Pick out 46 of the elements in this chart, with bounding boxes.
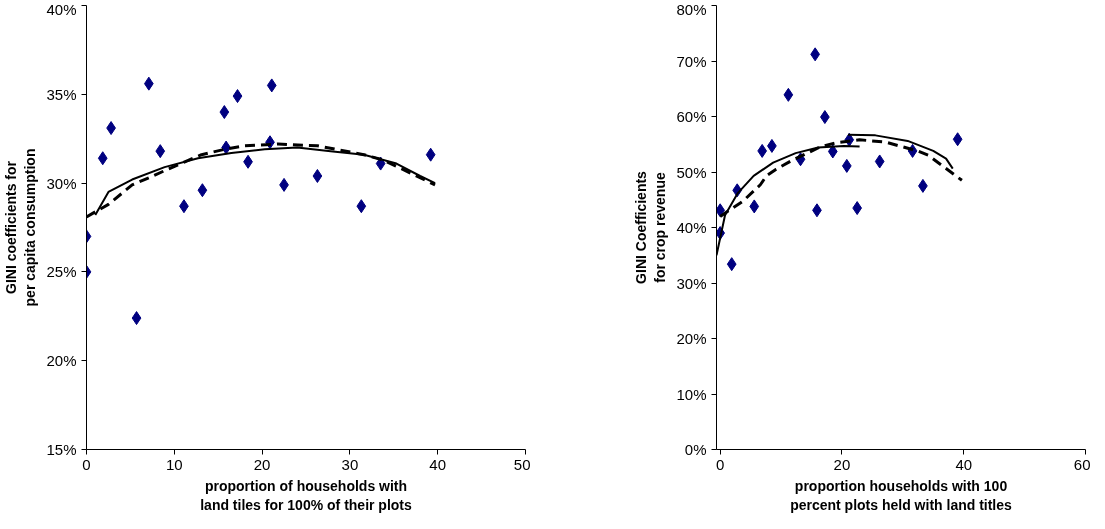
point bbox=[155, 144, 166, 159]
y-tick-label: 30% bbox=[676, 274, 707, 292]
x-tick-label: 0 bbox=[715, 455, 725, 473]
point bbox=[425, 147, 436, 162]
point bbox=[219, 105, 230, 120]
y-tick-label: 60% bbox=[676, 108, 707, 125]
point bbox=[726, 257, 737, 272]
y-tick-label: 40% bbox=[46, 0, 77, 18]
y-tick-label: 80% bbox=[676, 0, 707, 18]
point bbox=[312, 169, 323, 183]
point bbox=[266, 78, 277, 93]
y-tick-label: 40% bbox=[676, 219, 707, 236]
x-tick-label: 30 bbox=[341, 455, 359, 473]
x-tick-label: 50 bbox=[513, 455, 531, 473]
x-tick-label: 20 bbox=[833, 455, 851, 473]
x-tick-label: 0 bbox=[82, 455, 91, 473]
point bbox=[197, 183, 208, 198]
point bbox=[749, 199, 760, 214]
point bbox=[131, 311, 142, 326]
x-tick-label: 60 bbox=[1073, 455, 1091, 473]
y-tick-label: 70% bbox=[676, 52, 707, 70]
point bbox=[841, 158, 852, 173]
point bbox=[97, 151, 108, 166]
y-axis-title: GINI coefficients for per capita consumption bbox=[3, 148, 39, 307]
point bbox=[827, 144, 838, 159]
x-tick-label: 20 bbox=[253, 455, 271, 473]
y-tick-label: 20% bbox=[676, 330, 707, 347]
y-axis-title: GINI Coefficients for crop revenue bbox=[633, 170, 669, 284]
y-tick-label: 50% bbox=[676, 163, 707, 181]
point bbox=[952, 132, 963, 147]
point bbox=[232, 89, 243, 104]
point bbox=[874, 154, 885, 169]
y-tick-label: 10% bbox=[676, 385, 707, 403]
y-tick-label: 30% bbox=[46, 174, 77, 192]
x-axis-title: proportion households with 100 percent plots held with land titles bbox=[790, 477, 1013, 513]
y-tick-label: 35% bbox=[46, 85, 77, 103]
point bbox=[356, 199, 367, 214]
y-tick-label: 20% bbox=[46, 352, 77, 370]
x-axis-title: proportion of households with land tiles for 100% of their plots bbox=[200, 477, 413, 513]
x-tick-label: 40 bbox=[955, 455, 973, 473]
y-tick-label: 15% bbox=[46, 441, 77, 458]
x-tick-label: 40 bbox=[429, 455, 447, 473]
y-tick-label: 0% bbox=[684, 441, 707, 458]
point bbox=[783, 87, 794, 102]
x-tick-label: 10 bbox=[165, 455, 183, 473]
y-tick-label: 25% bbox=[46, 263, 77, 281]
